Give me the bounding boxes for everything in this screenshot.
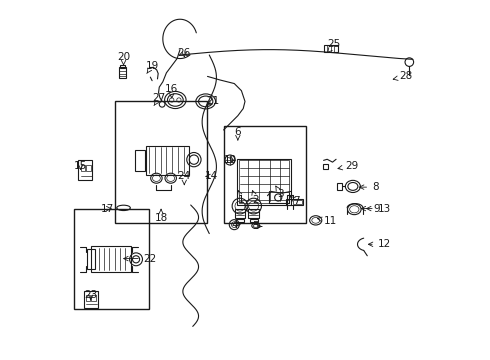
Bar xyxy=(235,210,245,219)
Text: 2: 2 xyxy=(252,190,259,204)
Text: 8: 8 xyxy=(360,182,379,192)
Bar xyxy=(115,102,207,223)
Text: 3: 3 xyxy=(276,186,284,199)
Text: 6: 6 xyxy=(235,127,241,140)
Text: 21: 21 xyxy=(206,96,220,107)
Text: 7: 7 xyxy=(291,197,300,206)
Bar xyxy=(239,160,289,203)
Text: 20: 20 xyxy=(117,52,130,65)
Bar xyxy=(146,146,189,175)
Bar xyxy=(74,208,148,309)
Bar xyxy=(83,291,98,308)
Text: 22: 22 xyxy=(123,253,157,264)
Bar xyxy=(88,249,96,269)
Bar xyxy=(324,45,338,52)
Text: 14: 14 xyxy=(204,171,218,181)
Bar xyxy=(78,159,92,180)
Text: 12: 12 xyxy=(368,239,391,249)
Bar xyxy=(119,67,126,78)
Text: 9: 9 xyxy=(361,203,380,213)
Bar xyxy=(135,150,146,171)
Text: 17: 17 xyxy=(101,203,114,213)
Text: 1: 1 xyxy=(238,190,245,204)
Text: 15: 15 xyxy=(74,161,87,171)
Text: 4: 4 xyxy=(231,220,241,230)
Text: 19: 19 xyxy=(146,61,159,73)
Bar xyxy=(323,163,328,169)
Text: 29: 29 xyxy=(338,161,359,171)
Bar xyxy=(248,210,259,219)
Text: 27: 27 xyxy=(153,93,166,105)
Bar xyxy=(223,126,306,223)
Bar xyxy=(286,199,303,205)
Text: 13: 13 xyxy=(367,203,391,213)
Bar xyxy=(249,219,258,222)
Text: 23: 23 xyxy=(84,290,98,300)
Text: 16: 16 xyxy=(165,84,178,98)
Bar xyxy=(238,158,291,205)
Bar xyxy=(86,295,90,301)
Text: 24: 24 xyxy=(178,171,191,185)
Bar xyxy=(236,219,244,222)
Text: 25: 25 xyxy=(328,39,341,53)
Text: 18: 18 xyxy=(154,210,168,222)
Bar xyxy=(86,165,91,171)
Bar xyxy=(120,64,125,68)
Text: 11: 11 xyxy=(318,216,337,226)
Text: 5: 5 xyxy=(252,221,262,231)
Bar xyxy=(92,247,131,272)
Bar xyxy=(294,200,302,204)
Text: 10: 10 xyxy=(223,156,237,165)
Bar xyxy=(81,165,85,171)
Bar xyxy=(92,295,96,301)
Text: 28: 28 xyxy=(393,71,413,81)
Bar xyxy=(337,183,342,190)
Text: 26: 26 xyxy=(178,48,191,58)
